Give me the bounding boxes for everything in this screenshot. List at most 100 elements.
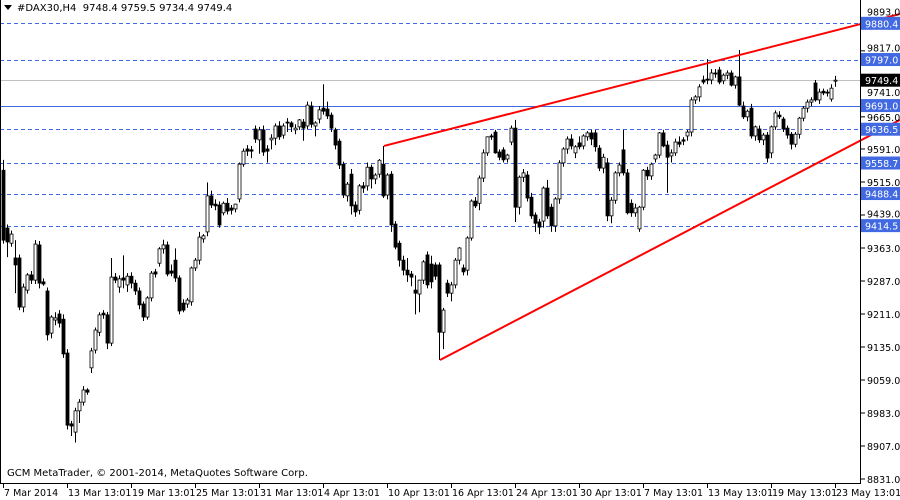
- candle-body-bull: [385, 174, 390, 196]
- candle: [745, 109, 750, 122]
- candle: [517, 175, 522, 215]
- candle-body-bull: [125, 275, 130, 286]
- trendline[interactable]: [383, 12, 900, 147]
- candle-body-bull: [829, 87, 834, 100]
- candle: [85, 388, 90, 395]
- candle-body-bear: [129, 275, 134, 284]
- candle: [229, 205, 234, 215]
- candle: [353, 201, 358, 217]
- candle-body-bear: [537, 221, 542, 228]
- candle-body-bull: [237, 163, 242, 200]
- candle: [381, 145, 386, 199]
- candle-body-bear: [621, 149, 626, 174]
- candle: [205, 182, 210, 237]
- candle-body-bull: [573, 146, 578, 154]
- price-tick-label: 9059.0: [867, 376, 900, 387]
- candle: [521, 168, 526, 182]
- candle: [237, 162, 242, 203]
- trendlines[interactable]: [383, 12, 900, 361]
- candle: [69, 420, 74, 437]
- candle: [457, 247, 462, 265]
- candle: [721, 73, 726, 85]
- candle: [141, 301, 146, 321]
- candle-body-bull: [257, 129, 262, 141]
- candle-body-bear: [113, 276, 118, 281]
- candle-body-bear: [261, 129, 266, 153]
- candle: [525, 171, 530, 202]
- candle: [397, 240, 402, 267]
- candle: [541, 186, 546, 228]
- dropdown-triangle-icon[interactable]: [4, 5, 12, 10]
- candle-body-bear: [781, 118, 786, 130]
- candle-body-bear: [277, 125, 282, 138]
- candle: [821, 88, 826, 96]
- candle-body-bear: [85, 389, 90, 393]
- candle: [781, 116, 786, 133]
- candle-body-bull: [669, 152, 674, 157]
- candle-body-bear: [821, 90, 826, 94]
- candle: [729, 70, 734, 87]
- candle-body-bear: [577, 142, 582, 148]
- candle: [785, 125, 790, 139]
- candle-body-bull: [317, 109, 322, 120]
- candle: [797, 116, 802, 139]
- candle: [317, 105, 322, 124]
- candle-body-bull: [801, 107, 806, 119]
- candle: [113, 273, 118, 284]
- candle-body-bear: [497, 151, 502, 158]
- candle: [181, 299, 186, 313]
- candle: [493, 129, 498, 154]
- candle-body-bear: [329, 114, 334, 129]
- candle-body-bull: [653, 154, 658, 160]
- level-label-box: [861, 16, 900, 30]
- trendline[interactable]: [439, 119, 900, 361]
- candle: [401, 255, 406, 276]
- candle-body-bull: [585, 132, 590, 138]
- level-label-box: [861, 122, 900, 136]
- candle-body-bear: [341, 163, 346, 196]
- level-label-box: [861, 219, 900, 233]
- candle-body-bull: [745, 110, 750, 118]
- candle-body-bear: [433, 264, 438, 277]
- candle-body-bull: [49, 316, 54, 334]
- candle: [733, 75, 738, 89]
- candle: [513, 119, 518, 222]
- candle: [241, 148, 246, 167]
- candle-body-bear: [389, 173, 394, 226]
- candle-body-bear: [57, 313, 62, 324]
- candle: [145, 296, 150, 320]
- candle: [9, 230, 14, 247]
- candle: [469, 199, 474, 241]
- candle-body-bull: [117, 278, 122, 288]
- candle: [249, 145, 254, 159]
- candle-body-bear: [309, 105, 314, 125]
- candle-body-bull: [521, 172, 526, 178]
- candle: [225, 198, 230, 215]
- candle-body-bear: [765, 134, 770, 159]
- candle: [93, 327, 98, 354]
- chart-header: #DAX30,H4 9748.4 9759.5 9734.4 9749.4: [4, 3, 232, 14]
- candle: [761, 132, 766, 146]
- time-axis[interactable]: 7 Mar 2014 13 Mar 13:01 19 Mar 13:01 25 Mar…: [3, 483, 900, 499]
- candle-body-bear: [681, 139, 686, 142]
- candle-body-bull: [109, 276, 114, 344]
- candle: [741, 101, 746, 120]
- candle-body-bull: [281, 125, 286, 136]
- candle: [33, 240, 38, 285]
- candle: [677, 136, 682, 148]
- time-tick-label: 16 Apr 13:01: [452, 488, 514, 499]
- level-labels: 9880.4 9797.0 9749.4 9691.0 9636.5 9558.7 9488…: [861, 16, 900, 233]
- candle-body-bear: [549, 206, 554, 227]
- candle-body-bear: [337, 140, 342, 166]
- candle-body-bull: [793, 133, 798, 145]
- candle: [593, 129, 598, 152]
- candle-body-bear: [533, 214, 538, 224]
- candle-body-bull: [689, 99, 694, 133]
- candle-body-bear: [401, 259, 406, 271]
- candle-body-bull: [357, 185, 362, 211]
- candle: [157, 247, 162, 267]
- candle-body-bear: [437, 264, 442, 333]
- candle-body-bear: [153, 271, 158, 275]
- price-axis[interactable]: 9893.0 9817.0 9741.0 9665.0 9591.0 9515.0 9439…: [861, 7, 900, 486]
